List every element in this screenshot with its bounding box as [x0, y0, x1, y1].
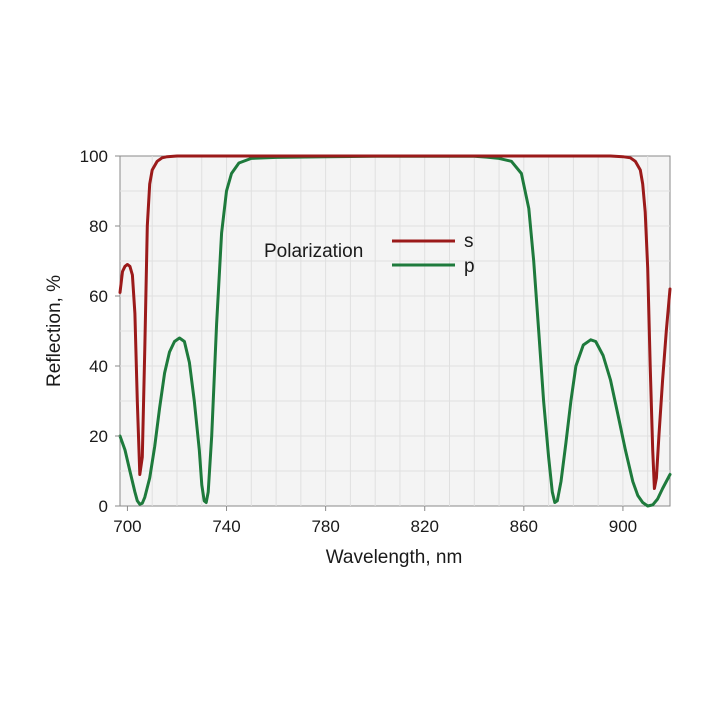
legend-label-s: s: [464, 231, 474, 252]
x-tick-label: 900: [609, 517, 637, 536]
x-tick-label: 820: [411, 517, 439, 536]
y-axis-ticks: 0 20 40 60 80 100: [80, 147, 120, 516]
y-tick-label: 60: [89, 287, 108, 306]
series-line-s: [118, 154, 672, 490]
legend-label-p: p: [464, 256, 475, 277]
x-tick-label: 860: [510, 517, 538, 536]
y-tick-label: 40: [89, 357, 108, 376]
x-tick-label: 700: [113, 517, 141, 536]
x-axis-title: Wavelength, nm: [326, 547, 463, 568]
legend-title: Polarization: [264, 241, 363, 262]
grid: [120, 156, 670, 506]
legend: Polarization s p: [264, 231, 475, 277]
x-tick-label: 740: [212, 517, 240, 536]
y-tick-label: 0: [99, 497, 108, 516]
x-axis-ticks: 700 740 780 820 860 900: [113, 506, 637, 536]
y-tick-label: 100: [80, 147, 108, 166]
series-group: [118, 154, 672, 508]
y-axis-title: Reflection, %: [44, 275, 65, 387]
x-tick-label: 780: [311, 517, 339, 536]
y-tick-label: 20: [89, 427, 108, 446]
y-tick-label: 80: [89, 217, 108, 236]
